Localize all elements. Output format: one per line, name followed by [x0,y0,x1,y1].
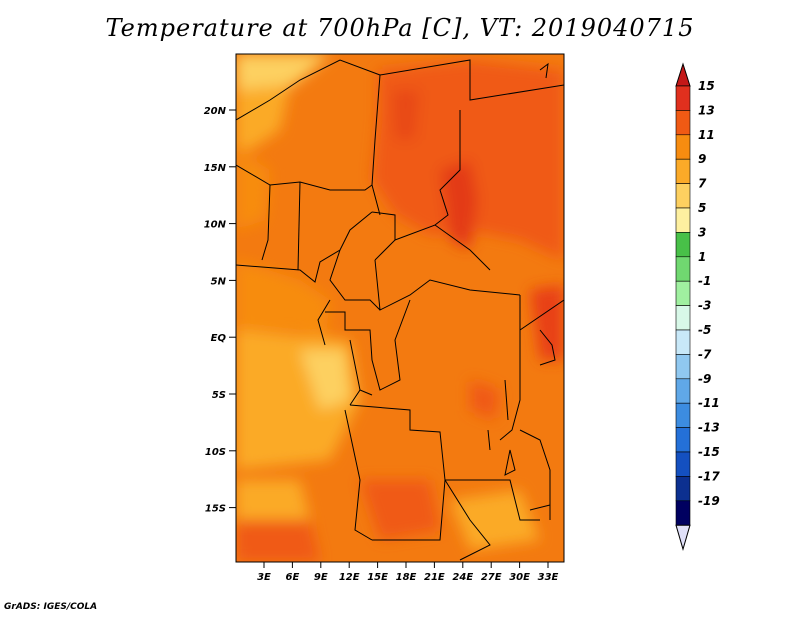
colorbar-swatch [675,402,691,428]
chart-title: Temperature at 700hPa [C], VT: 201904071… [105,14,695,42]
colorbar-level-label: -17 [698,469,720,483]
colorbar-swatch [675,207,691,233]
colorbar-swatch [675,256,691,282]
temperature-field [236,54,564,562]
colorbar-swatch [675,329,691,355]
colorbar-level-label: -19 [698,494,720,508]
lon-tick-label: 18E [396,572,417,583]
colorbar-level-label: 7 [698,177,707,191]
colorbar-legend: 15 13 11 9 7 5 3 1 -1 -3 -5 -7 -9 -11 -13 -15 -17 -19 [675,62,720,551]
lon-tick-label: 24E [452,572,473,583]
colorbar-level-label: -5 [698,323,711,337]
lon-tick-label: 9E [314,572,328,583]
lat-tick-label: 5N [211,276,227,287]
colorbar-swatch [675,378,691,404]
lon-tick-label: 6E [286,572,300,583]
colorbar-level-label: 3 [698,225,706,239]
lat-tick-label: 10S [205,447,226,458]
lat-tick-label: 10N [204,220,227,231]
colorbar-top-arrow [675,62,691,87]
colorbar-level-label: 1 [698,250,706,264]
lon-tick-label: 21E [424,572,445,583]
colorbar-level-label: -7 [698,347,712,361]
colorbar-level-label: -9 [698,372,711,386]
colorbar-swatch [675,158,691,184]
colorbar-level-label: -11 [698,396,720,410]
colorbar-bottom-arrow [675,524,691,551]
lon-tick-label: 30E [509,572,530,583]
colorbar-level-label: -1 [698,274,711,288]
lat-tick-label: 15S [205,504,226,515]
colorbar-level-label: -15 [698,445,720,459]
colorbar-swatch [675,354,691,380]
colorbar-swatch [675,305,691,331]
colorbar-swatch [675,232,691,258]
colorbar-level-label: -3 [698,299,711,313]
colorbar-swatch [675,183,691,209]
longitude-axis: 3E 6E 9E 12E 15E 18E 21E 24E 27E 30E 33E [257,562,559,583]
lat-tick-label: 15N [204,163,227,174]
lat-tick-label: EQ [211,333,227,344]
colorbar-level-label: 15 [698,79,715,93]
colorbar-swatch [675,500,691,526]
lon-tick-label: 15E [367,572,388,583]
colorbar-swatch [675,476,691,502]
colorbar-swatch [675,451,691,477]
colorbar-swatch [675,280,691,306]
map-frame [235,53,565,563]
colorbar-swatch [675,427,691,453]
lon-tick-label: 3E [257,572,271,583]
latitude-axis: 20N 15N 10N 5N EQ 5S 10S 15S [204,106,236,515]
colorbar-level-label: 13 [698,103,715,117]
colorbar-swatch [675,85,691,111]
country-borders [236,59,564,561]
lat-tick-label: 5S [212,390,226,401]
colorbar-level-label: 11 [698,128,715,142]
colorbar-level-label: 9 [698,152,706,166]
colorbar-level-label: -13 [698,421,720,435]
grads-credit: GrADS: IGES/COLA [4,602,98,612]
lon-tick-label: 12E [339,572,360,583]
lon-tick-label: 33E [538,572,559,583]
lat-tick-label: 20N [204,106,227,117]
colorbar-level-label: 5 [698,201,706,215]
colorbar-swatch [675,134,691,160]
lon-tick-label: 27E [481,572,502,583]
colorbar-swatch [675,110,691,136]
